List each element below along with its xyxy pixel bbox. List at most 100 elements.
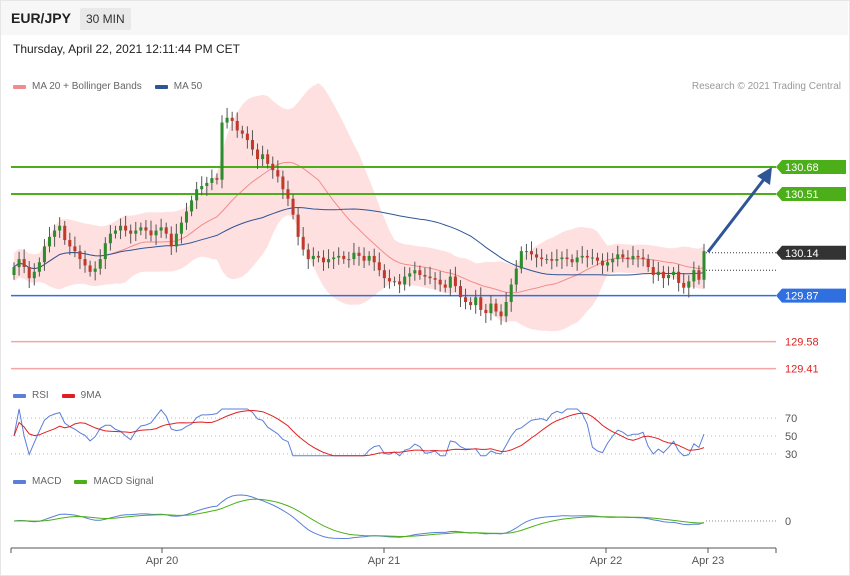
candle-body bbox=[195, 189, 199, 201]
ma20-line bbox=[13, 161, 705, 294]
legend-main: MA 20 + Bollinger Bands MA 50 bbox=[13, 81, 215, 92]
candle-body bbox=[210, 178, 214, 183]
candle-body bbox=[377, 262, 381, 271]
candle-body bbox=[200, 186, 204, 190]
header-bar bbox=[1, 1, 848, 35]
candle-body bbox=[58, 225, 62, 231]
candle-body bbox=[235, 120, 239, 131]
candle-body bbox=[428, 276, 432, 279]
candle-body bbox=[413, 270, 417, 274]
candle-body bbox=[321, 257, 326, 263]
candle-body bbox=[93, 268, 97, 272]
candle-body bbox=[656, 271, 660, 275]
candle-body bbox=[83, 259, 87, 266]
candle-body bbox=[225, 117, 229, 123]
candle-body bbox=[474, 297, 478, 306]
candle-body bbox=[438, 279, 442, 285]
candle-body bbox=[129, 230, 133, 234]
candle-body bbox=[154, 230, 158, 236]
forecast-arrow bbox=[706, 177, 767, 253]
candle-body bbox=[149, 230, 153, 236]
instrument-title: EUR/JPY bbox=[11, 10, 71, 26]
candle-body bbox=[37, 262, 41, 272]
candle-body bbox=[418, 270, 422, 275]
candle-body bbox=[509, 284, 513, 302]
support-label: 129.41 bbox=[785, 364, 819, 376]
candle-body bbox=[88, 265, 92, 272]
candle-body bbox=[529, 251, 534, 255]
candle-body bbox=[205, 182, 209, 187]
legend-rsi-ma-label: 9MA bbox=[80, 390, 102, 401]
candle-body bbox=[73, 246, 77, 252]
candle-body bbox=[565, 257, 569, 260]
candle-body bbox=[494, 303, 498, 312]
candle-body bbox=[144, 227, 148, 231]
macd-level-label: 0 bbox=[785, 516, 791, 528]
candle-body bbox=[651, 267, 655, 275]
candle-body bbox=[570, 259, 574, 263]
candle-body bbox=[403, 276, 407, 285]
candle-body bbox=[692, 270, 696, 282]
candle-body bbox=[540, 257, 544, 260]
candle-body bbox=[641, 257, 645, 260]
candle-body bbox=[392, 281, 397, 283]
price-tag bbox=[776, 186, 846, 201]
candle-body bbox=[184, 211, 189, 223]
candle-body bbox=[408, 273, 412, 277]
candle-body bbox=[63, 225, 67, 241]
rsi-level-label: 30 bbox=[785, 449, 797, 461]
candle-body bbox=[458, 286, 462, 298]
chart-datetime: Thursday, April 22, 2021 12:11:44 PM CET bbox=[13, 42, 241, 56]
candle-body bbox=[611, 259, 615, 263]
legend-rsi-label: RSI bbox=[32, 390, 49, 401]
time-axis-label: Apr 22 bbox=[590, 555, 622, 567]
candle-body bbox=[575, 257, 579, 263]
candle-body bbox=[595, 257, 599, 261]
macd-signal-swatch bbox=[74, 479, 88, 484]
candle-body bbox=[560, 257, 564, 260]
candle-body bbox=[98, 259, 102, 269]
candle-body bbox=[271, 163, 275, 171]
candle-body bbox=[372, 255, 376, 263]
candle-body bbox=[535, 254, 539, 258]
candle-body bbox=[499, 311, 503, 317]
credit-text: Research © 2021 Trading Central bbox=[691, 81, 841, 92]
candle-body bbox=[286, 189, 290, 199]
candle-body bbox=[555, 259, 559, 261]
price-tag bbox=[776, 288, 846, 303]
candle-body bbox=[78, 251, 82, 260]
bollinger-band bbox=[14, 83, 704, 332]
candle-body bbox=[256, 149, 260, 160]
candle-body bbox=[164, 227, 168, 234]
ma20-swatch bbox=[13, 84, 26, 89]
candle-body bbox=[469, 301, 473, 306]
candle-body bbox=[108, 233, 112, 244]
candle-body bbox=[616, 254, 620, 260]
candle-body bbox=[190, 200, 194, 212]
candle-body bbox=[398, 281, 402, 285]
candle-body bbox=[261, 154, 265, 160]
candle-body bbox=[276, 170, 280, 177]
candle-body bbox=[17, 259, 21, 268]
timeframe-badge[interactable]: 30 MIN bbox=[80, 8, 131, 30]
candle-body bbox=[585, 255, 589, 258]
candle-body bbox=[306, 249, 310, 260]
time-axis-label: Apr 21 bbox=[368, 555, 400, 567]
candle-body bbox=[479, 297, 483, 310]
candle-body bbox=[672, 271, 676, 275]
candle-body bbox=[448, 276, 452, 288]
candle-body bbox=[119, 225, 123, 231]
candle-body bbox=[311, 255, 315, 260]
ma50-line bbox=[13, 206, 705, 276]
candle-body bbox=[590, 257, 594, 259]
candle-body bbox=[342, 255, 346, 260]
candle-body bbox=[601, 260, 605, 266]
candle-body bbox=[387, 278, 391, 282]
candle-body bbox=[266, 154, 270, 164]
legend-macd-label: MACD bbox=[32, 476, 62, 487]
legend-ma50-label: MA 50 bbox=[173, 81, 203, 92]
candle-body bbox=[281, 176, 285, 190]
candle-body bbox=[230, 117, 234, 121]
candle-body bbox=[139, 227, 143, 231]
